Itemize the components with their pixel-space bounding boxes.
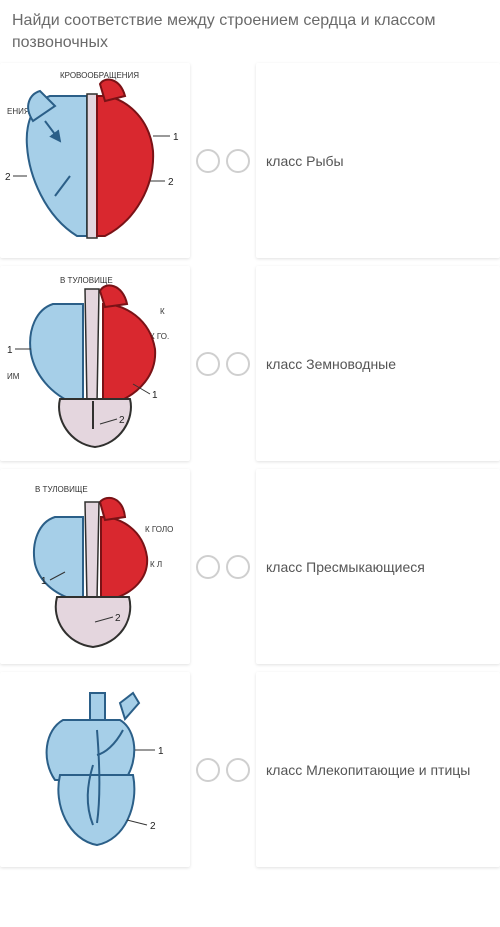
left-atrium <box>30 304 83 404</box>
annotation-2b: 2 <box>168 177 174 188</box>
match-row-1: КРОВООБРАЩЕНИЯ ЕНИЯ 1 2 2 класс Рыбы <box>0 63 500 258</box>
septum <box>87 94 97 238</box>
radio-left-1[interactable] <box>196 149 220 173</box>
option-label-4: класс Млекопитающие и птицы <box>266 761 470 779</box>
ventricle <box>58 775 134 845</box>
center-vessel <box>85 502 99 600</box>
option-card-3[interactable]: класс Пресмыкающиеся <box>256 469 500 664</box>
image2-top-label: В ТУЛОВИЩЕ <box>60 276 113 285</box>
radio-right-3[interactable] <box>226 555 250 579</box>
center-vessel <box>85 289 99 404</box>
annotation-1: 1 <box>158 746 164 757</box>
image2-right-text-1: К <box>160 307 165 316</box>
red-vessel <box>100 498 125 520</box>
option-card-4[interactable]: класс Млекопитающие и птицы <box>256 672 500 867</box>
heart-image-1: КРОВООБРАЩЕНИЯ ЕНИЯ 1 2 2 <box>0 63 190 258</box>
image1-top-label: КРОВООБРАЩЕНИЯ <box>60 71 139 80</box>
leader-line <box>127 820 147 825</box>
annotation-2: 2 <box>150 821 156 832</box>
image1-side-text: ЕНИЯ <box>7 107 30 116</box>
annotation-1: 1 <box>173 132 179 143</box>
radio-left-3[interactable] <box>196 555 220 579</box>
red-vessel <box>100 285 127 307</box>
radio-left-2[interactable] <box>196 352 220 376</box>
match-row-2: В ТУЛОВИЩЕ ИМ К К ГО. 1 1 2 класс Земнов… <box>0 266 500 461</box>
inflow <box>120 693 139 719</box>
option-label-2: класс Земноводные <box>266 355 396 373</box>
right-atrium-ventricle <box>97 96 153 236</box>
match-row-4: 1 2 класс Млекопитающие и птицы <box>0 672 500 867</box>
option-label-1: класс Рыбы <box>266 152 344 170</box>
heart-image-3: В ТУЛОВИЩЕ К ГОЛО К Л 1 2 <box>0 469 190 664</box>
annotation-1b: 1 <box>152 390 158 401</box>
radio-right-2[interactable] <box>226 352 250 376</box>
option-card-1[interactable]: класс Рыбы <box>256 63 500 258</box>
radio-right-1[interactable] <box>226 149 250 173</box>
image3-right-text-2: К Л <box>150 560 162 569</box>
annotation-1a: 1 <box>7 345 13 356</box>
option-card-2[interactable]: класс Земноводные <box>256 266 500 461</box>
question-text: Найди соответствие между строением сердц… <box>0 0 500 63</box>
heart-image-4: 1 2 <box>0 672 190 867</box>
annotation-2: 2 <box>115 613 121 624</box>
radio-left-4[interactable] <box>196 758 220 782</box>
image3-right-text-1: К ГОЛО <box>145 525 173 534</box>
option-label-3: класс Пресмыкающиеся <box>266 558 425 576</box>
annotation-2: 2 <box>119 415 125 426</box>
radio-right-4[interactable] <box>226 758 250 782</box>
annotation-2a: 2 <box>5 172 11 183</box>
image3-top-label: В ТУЛОВИЩЕ <box>35 485 88 494</box>
right-atrium <box>101 517 147 600</box>
aorta <box>100 79 125 100</box>
annotation-1: 1 <box>41 576 47 587</box>
image2-side-text: ИМ <box>7 372 20 381</box>
match-row-3: В ТУЛОВИЩЕ К ГОЛО К Л 1 2 класс Пресмыка… <box>0 469 500 664</box>
outflow <box>90 693 105 723</box>
left-atrium <box>34 517 83 600</box>
right-atrium <box>103 304 155 404</box>
heart-image-2: В ТУЛОВИЩЕ ИМ К К ГО. 1 1 2 <box>0 266 190 461</box>
